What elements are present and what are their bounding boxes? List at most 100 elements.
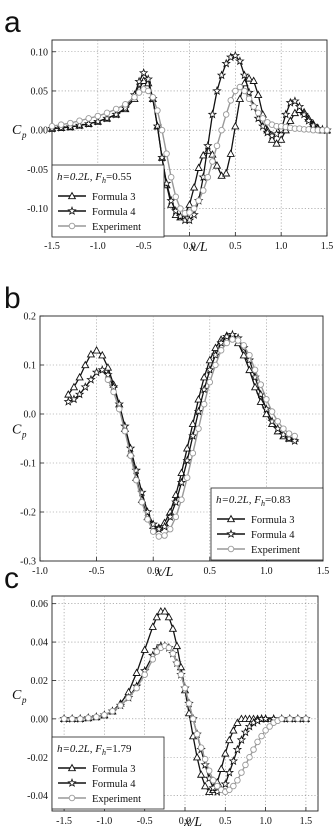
y-tick-label: 0.10 xyxy=(31,47,49,58)
x-tick-label: -0.5 xyxy=(136,241,152,252)
data-point xyxy=(232,87,239,95)
data-point xyxy=(244,355,255,365)
legend-title-prefix: h=0.2L, F xyxy=(57,171,102,183)
legend-title-prefix: h=0.2L, F xyxy=(216,494,261,506)
data-point xyxy=(220,779,231,789)
data-point xyxy=(109,707,116,715)
data-point xyxy=(242,761,249,769)
data-point xyxy=(222,111,230,118)
y-tick-label: 0.04 xyxy=(31,638,49,649)
data-point xyxy=(217,764,226,772)
legend-title: h=0.2L, Fh=1.79 xyxy=(57,743,132,757)
grid xyxy=(40,316,323,561)
data-point xyxy=(205,364,215,374)
chart-panel-c: c -1.5 -1.0 -0.5 0.0 0.5 1.0 1.5 -0.04 -0.02 0.00 0… xyxy=(4,562,319,830)
data-point xyxy=(256,397,265,405)
data-point xyxy=(263,396,270,403)
x-tick-label: 1.0 xyxy=(275,241,288,252)
data-point xyxy=(259,115,267,122)
data-point xyxy=(199,372,209,381)
data-point xyxy=(68,715,76,723)
data-point xyxy=(193,406,204,416)
data-point xyxy=(86,349,96,358)
data-point xyxy=(274,418,281,425)
data-point xyxy=(143,74,153,84)
data-point xyxy=(69,394,79,404)
x-axis-label: x/L xyxy=(183,815,202,830)
legend-entry-label: Experiment xyxy=(92,222,141,233)
data-point xyxy=(194,394,203,403)
data-point xyxy=(277,135,286,143)
y-tick-label: 0.06 xyxy=(31,599,49,610)
data-point xyxy=(85,714,92,722)
data-point xyxy=(121,427,129,435)
y-tick-label: -0.10 xyxy=(27,204,48,215)
data-point xyxy=(153,648,161,655)
data-point xyxy=(166,195,176,205)
y-axis-label: C xyxy=(12,123,22,138)
x-tick-label: 0.5 xyxy=(219,816,232,827)
data-point xyxy=(235,94,245,102)
data-point xyxy=(81,360,90,369)
data-point xyxy=(194,163,203,171)
chart-panel-a: a -1.5 -1.0 -0.5 0.0 0.5 1.0 1.5 -0.10 -0.05 0.00 0… xyxy=(4,6,333,255)
data-point xyxy=(172,641,182,650)
data-point xyxy=(132,476,140,484)
data-point xyxy=(182,443,192,452)
data-point xyxy=(200,781,210,790)
data-point xyxy=(193,730,201,738)
data-point xyxy=(217,347,225,354)
data-point xyxy=(74,120,85,130)
legend-marker xyxy=(68,794,76,802)
x-tick-label: -1.5 xyxy=(56,816,72,827)
legend-title-sub: h xyxy=(261,499,265,508)
data-point xyxy=(290,436,300,445)
legend-marker xyxy=(67,763,77,772)
legend-title-suffix: =1.79 xyxy=(106,743,132,755)
data-point xyxy=(261,404,272,414)
y-tick-label: -0.02 xyxy=(27,753,48,764)
data-point xyxy=(250,382,260,391)
chart-panel-b: b -1.0 -0.5 0.0 0.5 1.0 1.5 -0.3 -0.2 -0.1 0.0 0.1 0… xyxy=(4,282,329,580)
data-point xyxy=(138,498,146,506)
data-point xyxy=(262,127,273,137)
data-point xyxy=(224,767,235,777)
data-point xyxy=(152,612,161,621)
data-point xyxy=(164,612,174,621)
data-point xyxy=(244,74,254,82)
data-point xyxy=(149,528,157,535)
panel-letter: a xyxy=(4,6,21,39)
legend-entry-label: Formula 3 xyxy=(251,515,294,526)
x-tick-label: 0.0 xyxy=(147,566,160,577)
data-point xyxy=(112,105,120,113)
data-point xyxy=(103,109,111,117)
data-point xyxy=(69,382,79,391)
data-point xyxy=(203,140,213,150)
x-tick-label: 1.5 xyxy=(321,241,334,252)
data-point xyxy=(216,70,227,80)
legend-title: h=0.2L, Fh=0.83 xyxy=(216,494,291,508)
data-point xyxy=(213,142,221,150)
series-experiment xyxy=(48,83,331,217)
y-tick-label: 0.00 xyxy=(31,126,49,137)
legend-entry-label: Experiment xyxy=(251,545,300,556)
data-point xyxy=(230,50,241,60)
data-point xyxy=(258,121,268,131)
data-point xyxy=(254,109,262,117)
data-point xyxy=(286,715,294,723)
data-point xyxy=(230,782,237,790)
data-point xyxy=(160,607,170,615)
data-point xyxy=(176,477,187,487)
data-point xyxy=(91,367,102,377)
panel-letter: c xyxy=(4,562,19,595)
data-point xyxy=(154,107,161,114)
data-point xyxy=(238,769,245,776)
legend-title: h=0.2L, Fh=0.55 xyxy=(57,171,132,185)
data-point xyxy=(97,364,107,374)
data-point xyxy=(212,86,222,95)
data-point xyxy=(149,656,157,663)
data-point xyxy=(102,113,112,123)
x-tick-label: -0.5 xyxy=(137,816,153,827)
data-point xyxy=(173,659,181,667)
